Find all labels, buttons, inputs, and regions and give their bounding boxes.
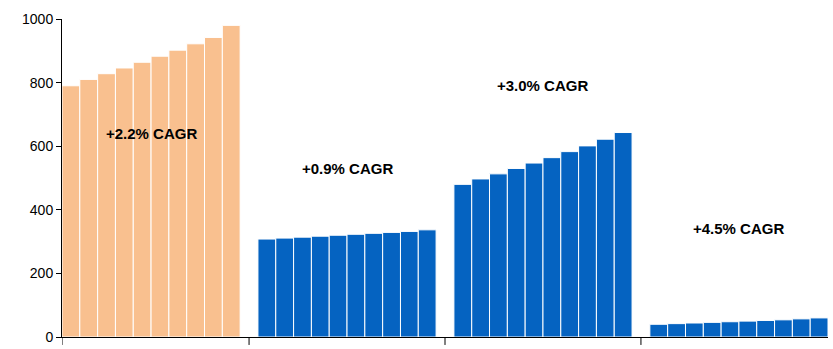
svg-text:+4.5% CAGR: +4.5% CAGR bbox=[693, 220, 784, 237]
svg-text:0: 0 bbox=[45, 329, 53, 345]
svg-text:+0.9% CAGR: +0.9% CAGR bbox=[302, 160, 393, 177]
svg-text:800: 800 bbox=[30, 75, 54, 91]
svg-text:+2.2% CAGR: +2.2% CAGR bbox=[106, 125, 197, 142]
svg-text:+3.0% CAGR: +3.0% CAGR bbox=[497, 77, 588, 94]
svg-text:200: 200 bbox=[30, 265, 54, 281]
svg-text:1000: 1000 bbox=[22, 11, 53, 27]
svg-text:600: 600 bbox=[30, 138, 54, 154]
svg-text:400: 400 bbox=[30, 202, 54, 218]
